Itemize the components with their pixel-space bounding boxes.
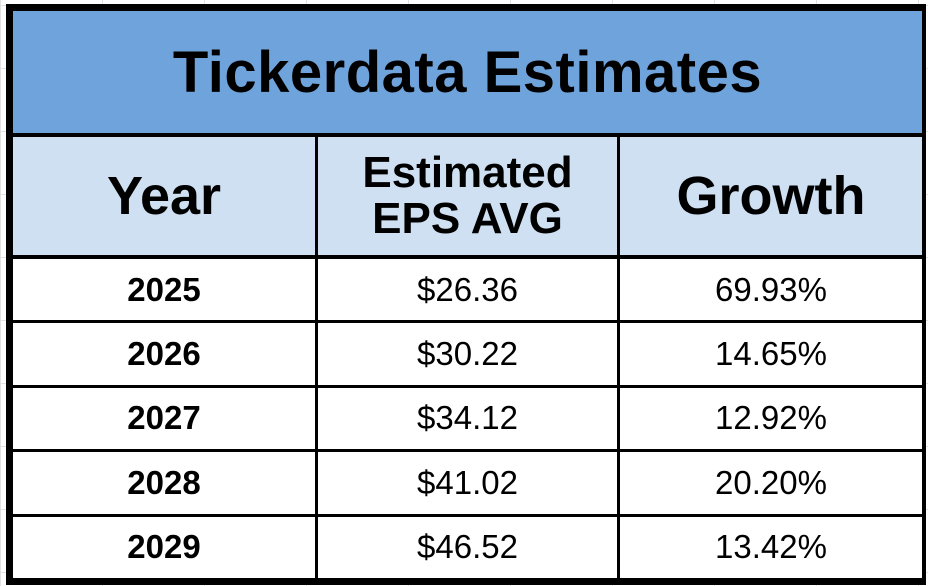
title-row: Tickerdata Estimates [10,8,922,137]
estimates-table-container: Tickerdata Estimates Year Estimated EPS … [6,4,926,585]
table-row: 2028 $41.02 20.20% [10,449,922,517]
header-eps-label-line-1: Estimated [362,147,573,197]
eps-cell[interactable]: $46.52 [315,513,620,581]
table-row: 2026 $30.22 14.65% [10,320,922,388]
eps-cell[interactable]: $41.02 [315,449,620,517]
table-row: 2025 $26.36 69.93% [10,255,922,324]
growth-cell[interactable]: 69.93% [616,255,922,324]
table-title[interactable]: Tickerdata Estimates [10,8,922,137]
header-eps-label-line-2: EPS AVG [372,194,563,243]
growth-cell[interactable]: 13.42% [616,513,922,581]
header-row: Year Estimated EPS AVG Growth [10,133,922,259]
eps-cell[interactable]: $34.12 [315,384,620,453]
eps-cell[interactable]: $30.22 [315,320,620,388]
growth-cell[interactable]: 20.20% [616,449,922,517]
year-cell[interactable]: 2027 [10,384,318,453]
year-cell[interactable]: 2028 [10,449,318,517]
estimates-table: Tickerdata Estimates Year Estimated EPS … [10,8,922,581]
header-estimated-eps-avg[interactable]: Estimated EPS AVG [315,133,620,259]
header-year[interactable]: Year [10,133,318,259]
table-row: 2027 $34.12 12.92% [10,384,922,453]
header-growth[interactable]: Growth [616,133,922,259]
year-cell[interactable]: 2029 [10,513,318,581]
table-row: 2029 $46.52 13.42% [10,513,922,581]
growth-cell[interactable]: 14.65% [616,320,922,388]
growth-cell[interactable]: 12.92% [616,384,922,453]
year-cell[interactable]: 2025 [10,255,318,324]
year-cell[interactable]: 2026 [10,320,318,388]
header-growth-label: Growth [676,165,866,226]
eps-cell[interactable]: $26.36 [315,255,620,324]
header-year-label: Year [106,165,222,226]
